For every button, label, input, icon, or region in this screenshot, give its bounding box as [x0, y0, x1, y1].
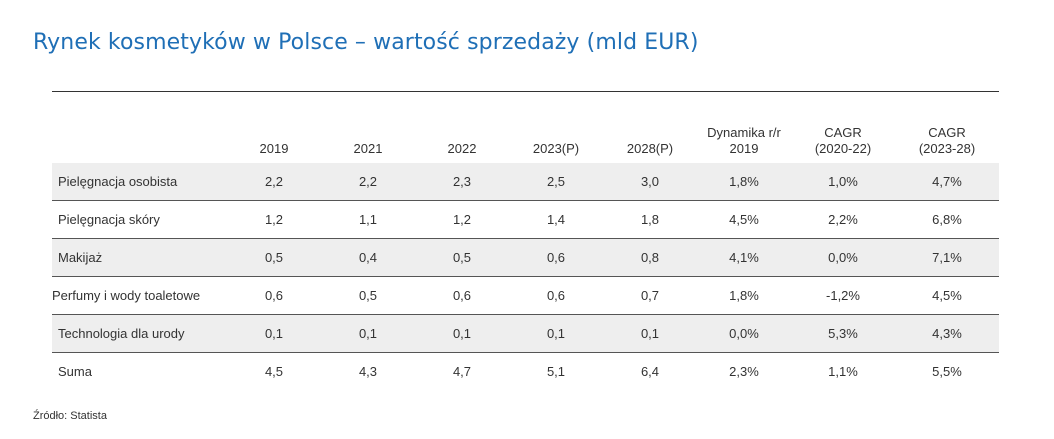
column-header-2019: 2019: [259, 141, 289, 156]
table-cell: 0,1: [321, 314, 415, 353]
table-cell: 0,7: [603, 276, 697, 315]
table-cell: 1,8%: [697, 163, 791, 201]
table-cell: 7,1%: [895, 238, 999, 277]
column-header-2021: 2021: [353, 141, 383, 156]
table-cell: 5,1: [546, 364, 566, 379]
table-cell: 6,4: [640, 364, 660, 379]
table-cell: 0,1: [227, 314, 321, 353]
table-top-rule: [52, 91, 999, 92]
row-label: Makijaż: [52, 238, 227, 277]
row-label: Technologia dla urody: [52, 314, 227, 353]
sales-table: 2019 2021 2022 2023(P) 2028(P) Dynamika …: [52, 103, 999, 390]
table-cell: 1,2: [415, 200, 509, 239]
row-label: Suma: [58, 364, 92, 379]
table-cell: 0,1: [603, 314, 697, 353]
table-cell: 4,5: [264, 364, 284, 379]
table-row: Pielęgnacja osobista 2,2 2,2 2,3 2,5 3,0…: [52, 163, 999, 201]
column-header-label: [52, 103, 227, 163]
table-row-total: Suma 4,5 4,3 4,7 5,1 6,4 2,3% 1,1% 5,5%: [52, 353, 999, 391]
source-note: Źródło: Statista: [33, 410, 107, 422]
table-row: Makijaż 0,5 0,4 0,5 0,6 0,8 4,1% 0,0% 7,…: [52, 238, 999, 277]
table-cell: -1,2%: [791, 276, 895, 315]
table-cell: 0,5: [321, 276, 415, 315]
table-cell: 3,0: [603, 163, 697, 201]
table-cell: 0,4: [321, 238, 415, 277]
column-header-2023p: 2023(P): [532, 141, 580, 156]
column-header-dynamika: Dynamika r/r 2019: [707, 125, 781, 156]
table-cell: 0,1: [415, 314, 509, 353]
table-cell: 2,5: [509, 163, 603, 201]
table-cell: 1,0%: [791, 163, 895, 201]
table-cell: 0,5: [227, 238, 321, 277]
page-title: Rynek kosmetyków w Polsce – wartość sprz…: [33, 30, 699, 55]
row-label: Pielęgnacja skóry: [52, 200, 227, 239]
table-cell: 5,5%: [932, 364, 962, 379]
column-header-cagr-2020-22: CAGR (2020-22): [814, 125, 872, 156]
table-row: Technologia dla urody 0,1 0,1 0,1 0,1 0,…: [52, 314, 999, 353]
table-cell: 0,6: [415, 276, 509, 315]
table-cell: 1,1%: [828, 364, 858, 379]
table-cell: 5,3%: [791, 314, 895, 353]
table-cell: 1,8%: [697, 276, 791, 315]
table-row: Perfumy i wody toaletowe 0,6 0,5 0,6 0,6…: [52, 276, 999, 315]
table-cell: 4,3%: [895, 314, 999, 353]
table-cell: 4,7: [452, 364, 472, 379]
column-header-2028p: 2028(P): [626, 141, 674, 156]
table-cell: 0,6: [509, 238, 603, 277]
table-cell: 4,3: [358, 364, 378, 379]
table-cell: 6,8%: [895, 200, 999, 239]
table-cell: 0,6: [509, 276, 603, 315]
table-cell: 2,2: [227, 163, 321, 201]
table-cell: 4,5%: [697, 200, 791, 239]
table-cell: 0,6: [227, 276, 321, 315]
table-cell: 2,2: [321, 163, 415, 201]
table-cell: 0,8: [603, 238, 697, 277]
row-label: Perfumy i wody toaletowe: [52, 276, 227, 315]
table-cell: 2,3: [415, 163, 509, 201]
table-cell: 4,7%: [895, 163, 999, 201]
table-cell: 0,5: [415, 238, 509, 277]
table-cell: 1,2: [227, 200, 321, 239]
table-cell: 1,8: [603, 200, 697, 239]
table-cell: 4,5%: [895, 276, 999, 315]
table-row: Pielęgnacja skóry 1,2 1,1 1,2 1,4 1,8 4,…: [52, 200, 999, 239]
table-cell: 1,1: [321, 200, 415, 239]
table-cell: 0,0%: [791, 238, 895, 277]
column-header-cagr-2023-28: CAGR (2023-28): [918, 125, 976, 156]
column-header-2022: 2022: [447, 141, 477, 156]
table-cell: 4,1%: [697, 238, 791, 277]
table-cell: 0,0%: [697, 314, 791, 353]
table-cell: 1,4: [509, 200, 603, 239]
table-cell: 2,2%: [791, 200, 895, 239]
table-header-row: 2019 2021 2022 2023(P) 2028(P) Dynamika …: [52, 103, 999, 163]
row-label: Pielęgnacja osobista: [52, 163, 227, 201]
table-cell: 0,1: [509, 314, 603, 353]
table-cell: 2,3%: [729, 364, 759, 379]
